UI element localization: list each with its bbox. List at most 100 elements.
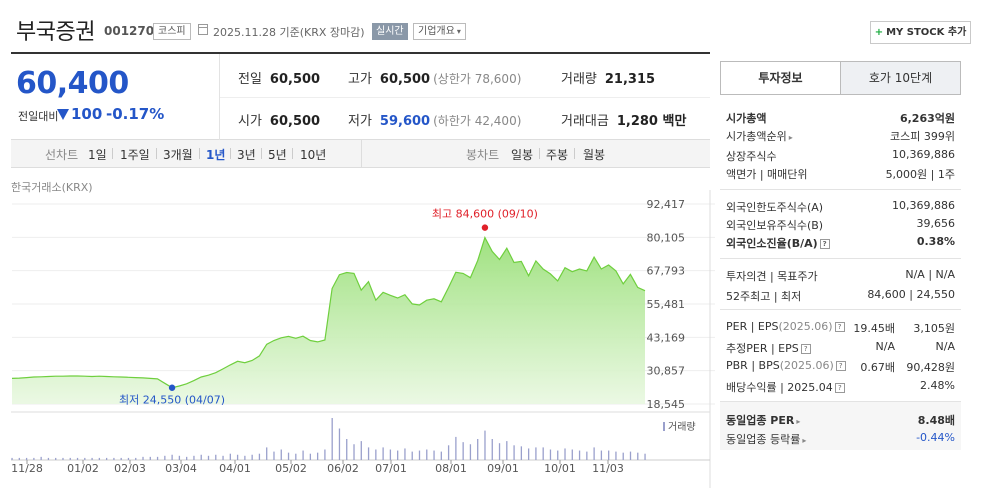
- chart-period-bar: 선차트 1일 1주일 3개월 1년 3년 5년 10년 봉차트 일봉 주봉 월봉: [11, 140, 710, 168]
- week52-label: 52주최고 | 최저: [726, 290, 802, 303]
- foreign-rate-row: 외국인소진율(B/A)? 0.38%: [720, 233, 961, 251]
- volume-bar: [440, 451, 442, 460]
- stock-header: 부국증권 001270 코스피 2025.11.28 기준(KRX 장마감) 실…: [0, 0, 985, 52]
- volume-bar: [513, 445, 515, 460]
- volume-bar: [491, 439, 493, 460]
- volume-bar: [331, 418, 333, 460]
- prev-close-value: 60,500: [269, 72, 321, 87]
- cap-rank-value: 코스피 399위: [890, 130, 955, 143]
- period-10y[interactable]: 10년: [300, 148, 327, 162]
- y-tick-label: 92,417: [647, 198, 686, 211]
- divider: [261, 148, 262, 159]
- help-icon[interactable]: ?: [834, 383, 845, 393]
- volume-bar: [520, 446, 523, 460]
- divider: [156, 148, 157, 159]
- candle-daily[interactable]: 일봉: [511, 148, 534, 162]
- volume-value: 21,315: [604, 72, 656, 87]
- volume-bar: [142, 456, 144, 460]
- divider: [292, 148, 293, 159]
- chevron-right-icon: ▸: [788, 133, 793, 142]
- bps-value: 90,428원: [906, 361, 955, 374]
- opinion-row: 투자의견 | 목표주가 N/A | N/A: [720, 266, 961, 284]
- market-cap-label: 시가총액: [726, 112, 767, 125]
- divider: [199, 148, 200, 159]
- est-eps-value: N/A: [935, 340, 955, 353]
- volume-bar: [615, 451, 617, 460]
- period-1y[interactable]: 1년: [206, 148, 226, 162]
- divider: [720, 258, 961, 259]
- x-tick-label: 04/01: [219, 462, 251, 475]
- sector-per-row[interactable]: 동일업종 PER ▸ 8.48배: [720, 410, 961, 428]
- volume-bar: [397, 450, 399, 460]
- foreign-limit-label: 외국인한도주식수(A): [726, 201, 824, 214]
- volume-bar: [69, 457, 71, 460]
- volume-bar: [367, 447, 370, 460]
- add-mystock-button[interactable]: + MY STOCK 추가: [870, 21, 971, 44]
- cap-rank-row[interactable]: 시가총액순위 ▸ 코스피 399위: [720, 126, 961, 144]
- volume-bar: [258, 453, 261, 460]
- volume-bar: [418, 450, 421, 460]
- sector-rate-row[interactable]: 동일업종 등락률 ▸ -0.44%: [720, 429, 961, 447]
- help-icon[interactable]: ?: [819, 239, 830, 249]
- volume-bar: [549, 449, 552, 460]
- volume-bar: [207, 455, 210, 460]
- help-icon[interactable]: ?: [834, 322, 845, 332]
- tab-investment-info[interactable]: 투자정보: [721, 62, 841, 94]
- per-label: PER | EPS(2025.06)?: [726, 320, 845, 333]
- volume-bar: [113, 457, 115, 460]
- company-overview-label: 기업개요: [418, 26, 455, 37]
- chevron-right-icon: ▸: [802, 436, 807, 445]
- period-1w[interactable]: 1주일: [120, 148, 150, 162]
- volume-bar: [411, 451, 413, 460]
- x-tick-label: 05/02: [275, 462, 307, 475]
- period-5y[interactable]: 5년: [268, 148, 287, 162]
- help-icon[interactable]: ?: [800, 344, 811, 354]
- period-3y[interactable]: 3년: [237, 148, 256, 162]
- y-tick-label: 55,481: [647, 298, 686, 311]
- candle-monthly[interactable]: 월봉: [583, 148, 606, 162]
- per-value: 19.45배: [853, 322, 895, 335]
- y-tick-label: 30,857: [647, 365, 686, 378]
- line-chart-label: 선차트: [45, 148, 79, 162]
- realtime-button[interactable]: 실시간: [372, 23, 408, 40]
- open-label: 시가: [238, 114, 262, 129]
- candle-weekly[interactable]: 주봉: [546, 148, 569, 162]
- x-tick-label: 03/04: [165, 462, 197, 475]
- high-label: 고가: [348, 72, 372, 87]
- volume-bar: [593, 447, 595, 460]
- volume-bar: [426, 449, 428, 460]
- high-cell: 고가 60,500 (상한가 78,600): [348, 68, 521, 87]
- volume-bar: [578, 450, 581, 460]
- per-row: PER | EPS(2025.06)? 19.45배 3,105원: [720, 318, 961, 336]
- volume-bar: [222, 455, 224, 460]
- volume-bar: [295, 453, 297, 460]
- change-label: 전일대비: [18, 110, 59, 123]
- x-tick-label: 11/28: [11, 462, 43, 475]
- week52-value: 84,600 | 24,550: [867, 288, 955, 301]
- volume-bar: [171, 454, 173, 460]
- dividend-label: 배당수익률 | 2025.04?: [726, 379, 845, 395]
- dividend-value: 2.48%: [920, 379, 955, 392]
- volume-bar: [156, 456, 159, 460]
- face-value-row: 액면가 | 매매단위 5,000원 | 1주: [720, 164, 961, 182]
- tab-order-book[interactable]: 호가 10단계: [841, 62, 960, 94]
- volume-bar: [18, 457, 20, 460]
- x-tick-label: 10/01: [544, 462, 576, 475]
- plus-icon: +: [874, 27, 884, 38]
- help-icon[interactable]: ?: [835, 361, 846, 371]
- est-per-label: 추정PER | EPS?: [726, 340, 811, 356]
- volume-bar: [200, 454, 202, 460]
- low-annotation: 최저 24,550 (04/07): [119, 394, 225, 407]
- open-value: 60,500: [269, 114, 321, 129]
- volume-bar: [469, 444, 472, 460]
- volume-bar: [84, 457, 86, 460]
- company-overview-dropdown[interactable]: 기업개요 ▾: [413, 23, 466, 40]
- period-1d[interactable]: 1일: [88, 148, 107, 162]
- volume-bar: [527, 448, 530, 460]
- sector-rate-label: 동일업종 등락률 ▸: [726, 433, 807, 446]
- base-date: 2025.11.28 기준(KRX 장마감): [213, 26, 365, 39]
- volume-bar: [215, 454, 217, 460]
- price-chart[interactable]: 92,417 80,105 67,793 55,481 43,169 30,857 18,5…: [0, 190, 715, 488]
- volume-bar: [433, 450, 435, 460]
- period-3m[interactable]: 3개월: [163, 148, 193, 162]
